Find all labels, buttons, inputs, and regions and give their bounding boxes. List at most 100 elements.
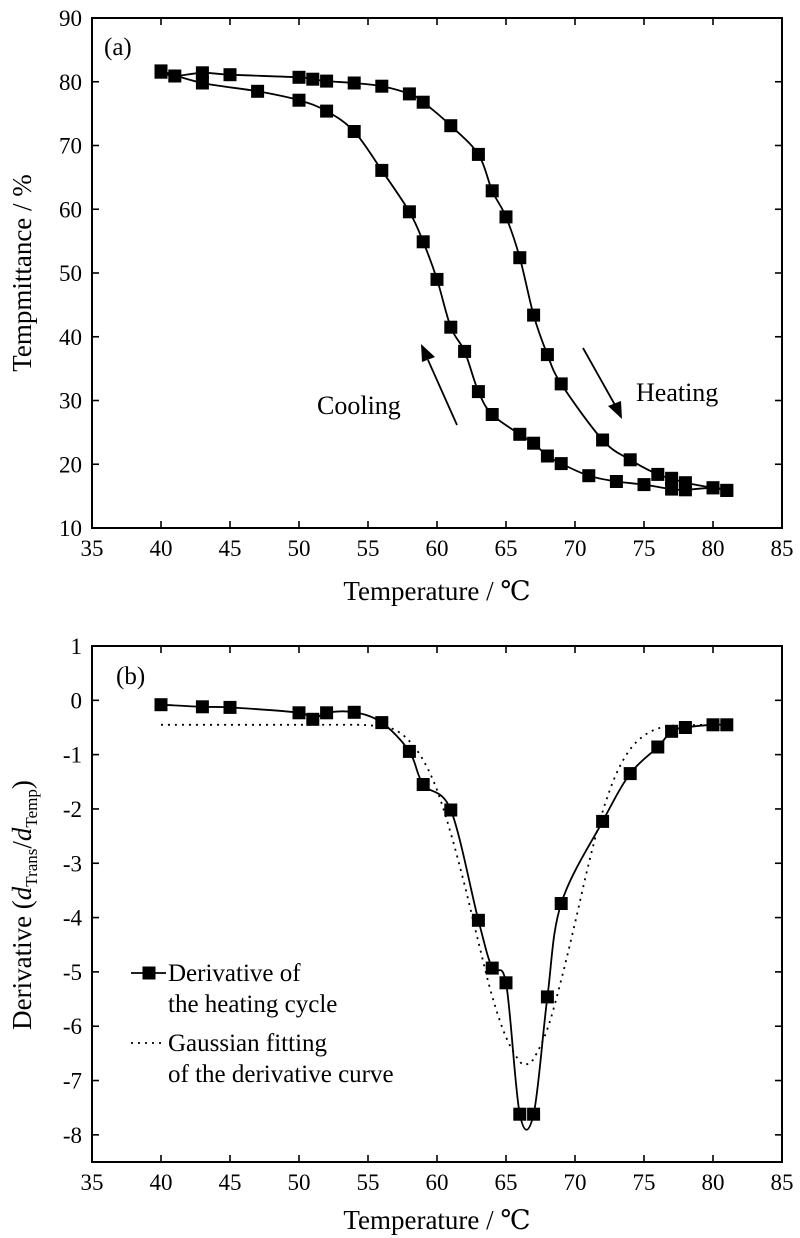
cooling-arrow-icon: [421, 344, 435, 362]
derivative-point: [554, 897, 568, 910]
x-tick-label: 50: [288, 536, 311, 561]
derivative-point: [596, 814, 610, 828]
axis-ticks-a: [91, 17, 783, 529]
derivative-point: [623, 767, 637, 781]
y-tick-label: 90: [59, 6, 82, 31]
y-tick-label: -6: [63, 1014, 82, 1039]
x-tick-label: 80: [702, 1170, 725, 1195]
heating-point: [375, 79, 389, 93]
panel-label-b: (b): [116, 663, 145, 690]
heating-point: [444, 119, 458, 133]
y-tick-label: 20: [59, 452, 82, 477]
heating-annotation: Heating: [636, 378, 718, 407]
derivative-point: [402, 744, 416, 758]
heating-series-line: [160, 71, 727, 492]
cooling-point: [609, 475, 623, 488]
y-tick-label: -1: [63, 743, 82, 768]
heating-series-markers: [154, 65, 734, 497]
x-tick-label: 85: [771, 536, 794, 561]
cooling-point: [665, 482, 679, 496]
y-tick-label: 70: [59, 134, 82, 159]
cooling-arrow-shaft: [427, 359, 458, 426]
cooling-point: [402, 205, 416, 219]
heating-point: [320, 74, 334, 88]
derivative-point: [527, 1107, 541, 1121]
cooling-point: [678, 483, 692, 497]
derivative-series-markers: [154, 698, 734, 1121]
legend-gaussian-label-line1: Gaussian fitting: [168, 1030, 328, 1057]
heating-point: [195, 66, 209, 80]
derivative-point: [513, 1107, 527, 1121]
x-tick-label: 55: [357, 1170, 380, 1195]
y-axis-title-b-d2: d: [7, 827, 37, 841]
cooling-point: [637, 478, 651, 492]
cooling-point: [444, 320, 458, 334]
panel-b-derivative-chart: 35 40 45 50 55 60 65 70 75 80 85 1 0 -1 -2 -3 -4 -5 -6 -7 -…: [7, 634, 794, 1235]
derivative-point: [223, 700, 237, 714]
cooling-annotation: Cooling: [317, 391, 401, 420]
x-tick-label: 60: [426, 536, 449, 561]
heating-point: [416, 95, 430, 109]
heating-point: [623, 453, 637, 467]
panel-label-a: (a): [104, 34, 132, 61]
x-tick-labels-b: 35 40 45 50 55 60 65 70 75 80 85: [81, 1170, 794, 1195]
legend-derivative-marker: [142, 966, 156, 980]
derivative-point: [195, 700, 209, 714]
heating-point: [292, 70, 306, 84]
derivative-point: [499, 976, 513, 990]
cooling-point: [292, 93, 306, 107]
y-tick-labels-b: 1 0 -1 -2 -3 -4 -5 -6 -7 -8: [63, 634, 83, 1148]
y-tick-label: -4: [63, 906, 83, 931]
heating-point: [651, 467, 665, 481]
cooling-point: [706, 481, 720, 495]
heating-point: [306, 72, 320, 86]
y-tick-label: -8: [63, 1123, 82, 1148]
derivative-point: [485, 961, 499, 975]
x-tick-label: 70: [564, 1170, 587, 1195]
x-tick-label: 75: [633, 1170, 656, 1195]
derivative-point: [416, 778, 430, 791]
heating-point: [485, 184, 499, 198]
x-tick-labels-a: 35 40 45 50 55 60 65 70 75 80 85: [81, 536, 794, 561]
heating-point: [554, 377, 568, 391]
cooling-point: [582, 469, 596, 483]
y-axis-title-b-d1: d: [7, 886, 37, 900]
heating-point: [499, 210, 513, 224]
derivative-point: [320, 706, 334, 720]
cooling-point: [458, 344, 472, 358]
x-tick-label: 45: [219, 1170, 242, 1195]
axis-ticks-b: [91, 645, 783, 1162]
heating-point: [540, 348, 554, 362]
x-tick-label: 75: [633, 536, 656, 561]
y-tick-label: 30: [59, 389, 82, 414]
panel-a-transmittance-chart: 35 40 45 50 55 60 65 70 75 80 85 10 20 30 40 50 60 70 80 9…: [7, 6, 794, 606]
legend-derivative-label-line1: Derivative of: [168, 960, 301, 987]
heating-point: [223, 68, 237, 82]
y-tick-label: -3: [63, 851, 82, 876]
y-tick-label: 40: [59, 325, 82, 350]
cooling-point: [251, 84, 265, 98]
heating-arrow-shaft: [582, 347, 616, 406]
cooling-point: [513, 427, 527, 441]
derivative-point: [678, 721, 692, 734]
heating-point: [513, 251, 527, 265]
y-tick-label: 10: [59, 516, 82, 541]
heating-point: [665, 471, 679, 485]
cooling-point: [320, 104, 334, 118]
y-tick-label: -5: [63, 960, 82, 985]
y-tick-label: 1: [71, 634, 83, 659]
derivative-point: [347, 705, 361, 719]
heating-point: [471, 147, 485, 161]
heating-point: [168, 69, 182, 83]
derivative-point: [306, 712, 320, 726]
x-tick-label: 50: [288, 1170, 311, 1195]
y-axis-title-b-close: ): [7, 780, 37, 789]
heating-point: [347, 76, 361, 90]
cooling-point: [430, 272, 444, 286]
x-tick-label: 80: [702, 536, 725, 561]
cooling-point: [540, 449, 554, 463]
derivative-point: [706, 718, 720, 732]
y-tick-label: 60: [59, 197, 82, 222]
y-tick-label: 50: [59, 261, 82, 286]
